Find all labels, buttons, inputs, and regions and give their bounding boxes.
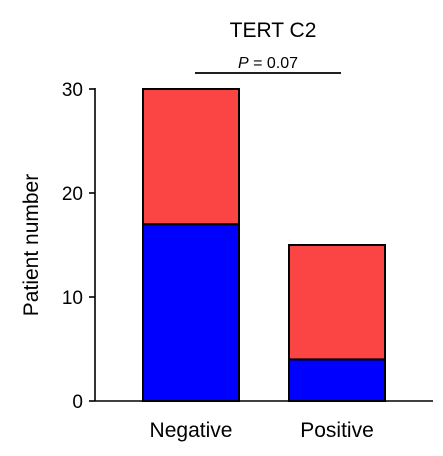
y-tick-label: 30 bbox=[62, 80, 83, 101]
y-tick-label: 20 bbox=[62, 184, 83, 205]
bar-segment-positive-2 bbox=[288, 244, 386, 361]
bar-segment-negative-1 bbox=[142, 223, 240, 402]
y-tick-label: 0 bbox=[72, 392, 83, 413]
x-axis: Negative Positive bbox=[95, 400, 433, 442]
y-tick-label: 10 bbox=[62, 288, 83, 309]
bar-segment-positive-1 bbox=[288, 358, 386, 402]
bar-segment-negative-2 bbox=[142, 88, 240, 226]
p-value-symbol: P bbox=[238, 55, 249, 72]
p-value-text: = 0.07 bbox=[249, 55, 298, 72]
x-tick-label-positive: Positive bbox=[300, 419, 374, 442]
y-axis: 0 10 20 30 bbox=[62, 80, 96, 413]
bars bbox=[142, 88, 386, 402]
x-tick-label-negative: Negative bbox=[150, 419, 233, 442]
y-axis-label: Patient number bbox=[20, 174, 43, 316]
p-value-annotation: P = 0.07 bbox=[238, 55, 298, 72]
chart-title: TERT C2 bbox=[230, 19, 317, 42]
